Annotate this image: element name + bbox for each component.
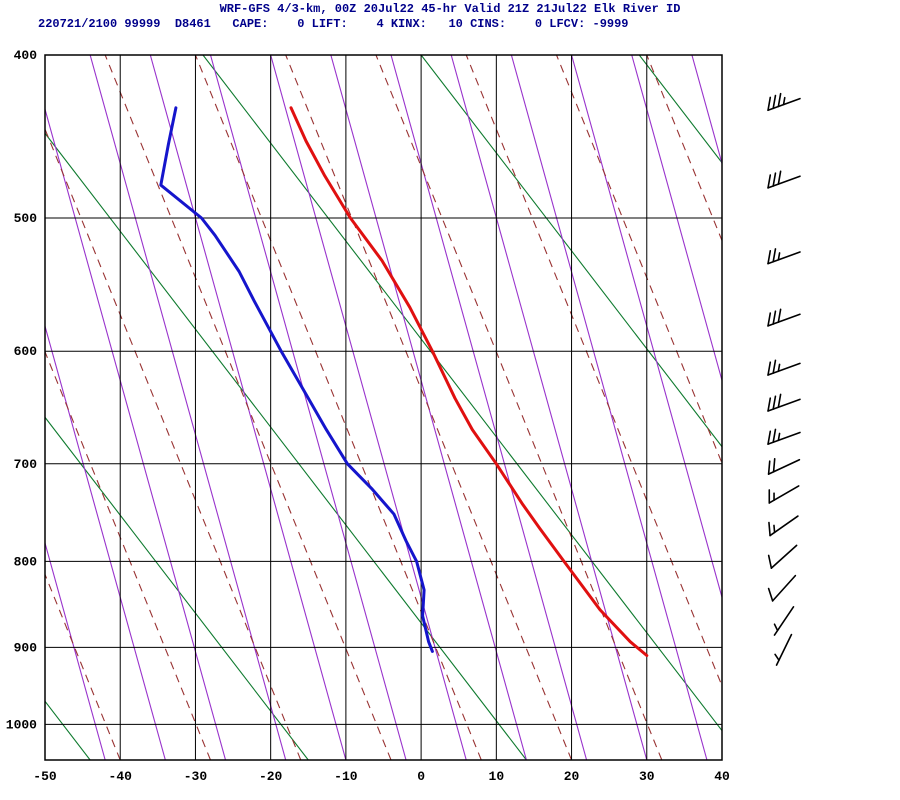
chart-params-line: 220721/2100 99999 D8461 CAPE: 0 LIFT: 4 …: [38, 17, 629, 31]
temperature-tick-label: 10: [489, 769, 505, 784]
isopleth-lines: [45, 55, 722, 760]
wind-barb: [767, 248, 801, 265]
wind-barb: [774, 633, 793, 666]
wind-barb: [773, 606, 795, 636]
wind-barbs: [767, 92, 801, 666]
temperature-tick-label: -30: [184, 769, 208, 784]
wind-barb: [768, 485, 800, 504]
grid-lines: [44, 54, 723, 760]
wind-barb: [767, 170, 801, 189]
wind-barb: [767, 308, 801, 327]
wind-barb: [767, 574, 797, 602]
temperature-trace: [289, 106, 649, 657]
temperature-tick-label: -10: [334, 769, 358, 784]
wind-barb: [767, 544, 798, 569]
moist-adiabat-lines: [45, 55, 722, 760]
wind-barb: [767, 359, 801, 376]
chart-title: WRF-GFS 4/3-km, 00Z 20Jul22 45-hr Valid …: [219, 2, 681, 16]
pressure-tick-label: 600: [14, 344, 38, 359]
pressure-tick-label: 500: [14, 211, 38, 226]
dry-adiabat-lines: [45, 55, 722, 760]
pressure-tick-label: 1000: [6, 717, 37, 732]
temperature-tick-label: -40: [109, 769, 133, 784]
wind-barb: [767, 428, 801, 445]
wind-barb: [767, 393, 801, 412]
temperature-tick-label: -50: [33, 769, 57, 784]
temperature-tick-label: 40: [714, 769, 730, 784]
dewpoint-trace: [159, 106, 434, 653]
pressure-tick-label: 700: [14, 457, 38, 472]
temperature-tick-label: 20: [564, 769, 580, 784]
mixing-ratio-lines: [45, 55, 722, 760]
temperature-tick-label: -20: [259, 769, 283, 784]
pressure-tick-label: 400: [14, 48, 38, 63]
temperature-tick-label: 30: [639, 769, 655, 784]
pressure-tick-label: 900: [14, 640, 38, 655]
wind-barb: [768, 515, 799, 537]
temperature-tick-label: 0: [417, 769, 425, 784]
pressure-tick-label: 800: [14, 554, 38, 569]
axis-tick-labels: 400 500 600 700 800 900 1000 -50 -40 -30 -20 -10 0 10…: [6, 48, 730, 784]
wind-barb: [767, 458, 801, 475]
plot-border: [44, 54, 723, 761]
wind-barb: [767, 92, 801, 112]
